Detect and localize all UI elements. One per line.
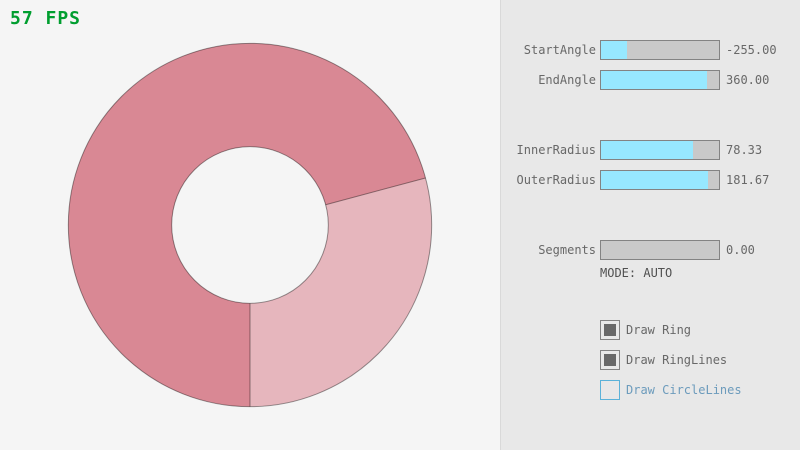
checkbox-draw-ringlines[interactable] (600, 350, 620, 370)
checkbox-label-draw-ringlines: Draw RingLines (626, 353, 728, 367)
slider-fill-endangle (601, 71, 708, 89)
slider-value-startangle: -255.00 (726, 43, 777, 57)
ring-radial-line-start (325, 177, 426, 206)
mode-label: MODE: AUTO (600, 266, 673, 280)
slider-bar-endangle[interactable] (600, 70, 720, 90)
slider-label-endangle: EndAngle (538, 73, 596, 87)
check-mark-icon (604, 354, 616, 366)
slider-fill-innerradius (601, 141, 694, 159)
slider-fill-startangle (601, 41, 627, 59)
slider-label-outerradius: OuterRadius (516, 173, 596, 187)
slider-value-innerradius: 78.33 (726, 143, 763, 157)
ring-fill-double-pass (68, 43, 426, 407)
slider-label-segments: Segments (538, 243, 596, 257)
control-panel: StartAngle -255.00 EndAngle 360.00 InnerRadi… (500, 0, 800, 450)
checkbox-row-draw-ring: Draw Ring (600, 320, 800, 340)
ring-outline-outer (67, 42, 433, 408)
ring-outline-inner (171, 146, 329, 304)
checkbox-row-draw-ringlines: Draw RingLines (600, 350, 800, 370)
slider-bar-segments[interactable] (600, 240, 720, 260)
slider-fill-outerradius (601, 171, 709, 189)
slider-bar-startangle[interactable] (600, 40, 720, 60)
slider-value-outerradius: 181.67 (726, 173, 770, 187)
slider-row-outerradius: OuterRadius 181.67 (500, 170, 800, 190)
slider-row-segments: Segments 0.00 (500, 240, 800, 260)
slider-value-segments: 0.00 (726, 243, 755, 257)
fps-counter: 57 FPS (10, 8, 82, 29)
slider-row-endangle: EndAngle 360.00 (500, 70, 800, 90)
checkbox-draw-circlelines[interactable] (600, 380, 620, 400)
slider-bar-innerradius[interactable] (600, 140, 720, 160)
slider-value-endangle: 360.00 (726, 73, 770, 87)
slider-row-startangle: StartAngle -255.00 (500, 40, 800, 60)
checkbox-label-draw-ring: Draw Ring (626, 323, 692, 337)
slider-row-innerradius: InnerRadius 78.33 (500, 140, 800, 160)
checkbox-label-draw-circlelines: Draw CircleLines (626, 383, 742, 397)
checkbox-draw-ring[interactable] (600, 320, 620, 340)
checkbox-row-draw-circlelines: Draw CircleLines (600, 380, 800, 400)
panel-divider (500, 0, 501, 450)
slider-label-startangle: StartAngle (523, 43, 596, 57)
slider-bar-outerradius[interactable] (600, 170, 720, 190)
slider-label-innerradius: InnerRadius (516, 143, 596, 157)
check-mark-icon (604, 324, 616, 336)
